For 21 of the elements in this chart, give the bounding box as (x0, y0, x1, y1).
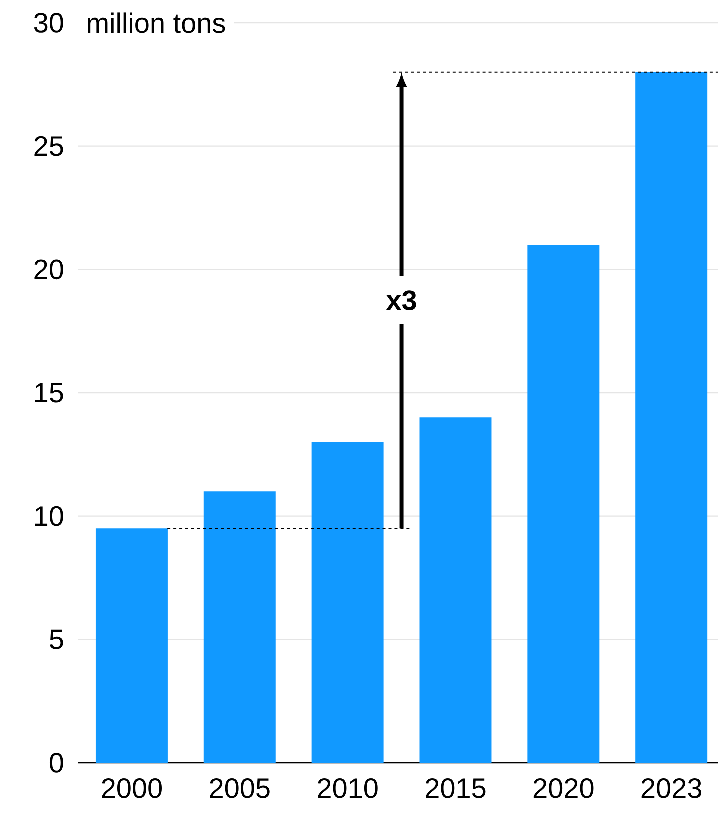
bar (312, 442, 384, 763)
y-tick-label: 15 (36, 383, 64, 403)
x-tick-label: 2023 (642, 778, 702, 798)
y-axis-title: million tons (88, 12, 226, 34)
x-tick-label: 2000 (102, 778, 162, 798)
bar (96, 528, 168, 763)
bar (528, 244, 600, 763)
y-tick-label: 25 (34, 136, 64, 156)
x-tick-label: 2015 (426, 778, 486, 798)
annotation: x3 (386, 290, 417, 310)
x-tick-label: 2005 (210, 778, 270, 798)
bar (636, 72, 708, 763)
y-tick-label: 0 (50, 753, 64, 773)
bar (420, 418, 492, 763)
bar (204, 492, 276, 763)
y-tick-label: 10 (36, 506, 64, 526)
y-tick-label: 20 (34, 260, 64, 280)
x-tick-label: 2020 (534, 778, 594, 798)
y-tick-label: 30 (34, 13, 64, 33)
y-tick-label: 5 (50, 630, 64, 650)
x-tick-label: 2010 (318, 778, 378, 798)
